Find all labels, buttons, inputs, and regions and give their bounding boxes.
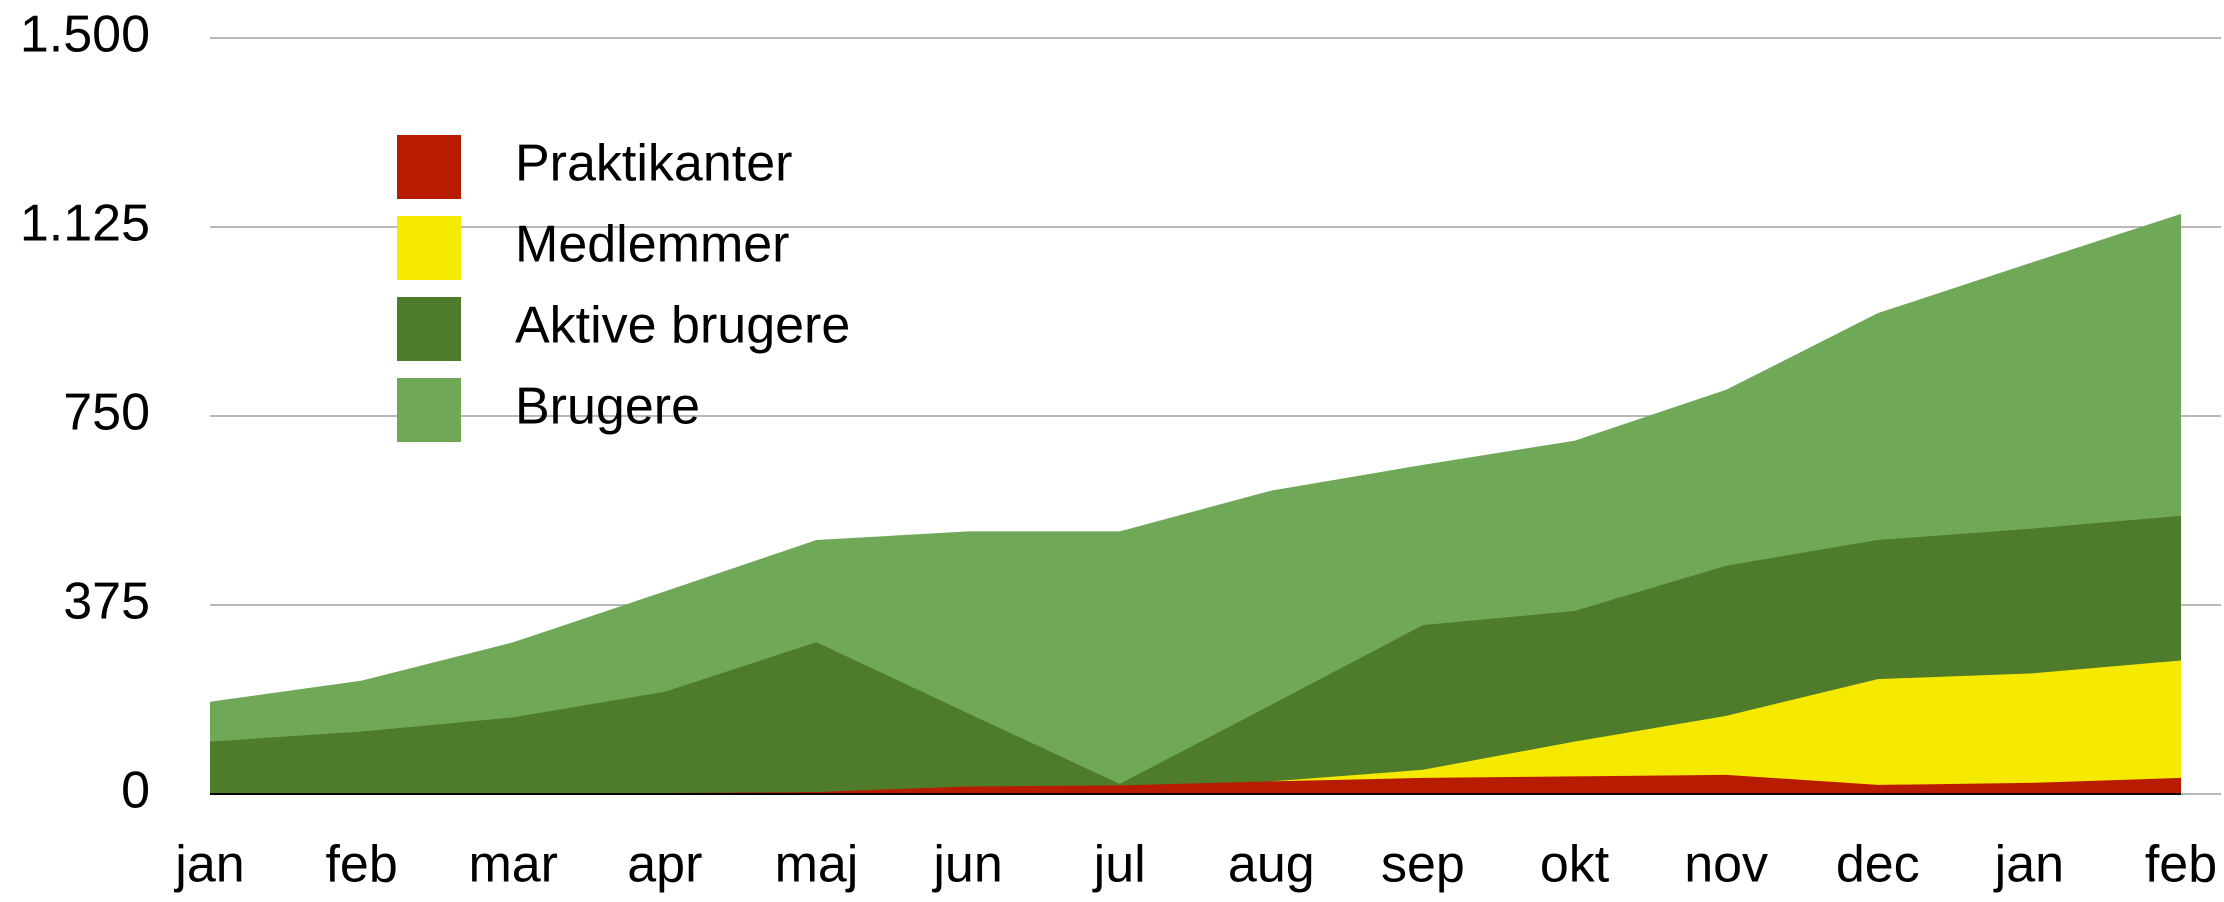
- x-tick-label: aug: [1228, 836, 1315, 894]
- x-tick-label: dec: [1836, 836, 1920, 894]
- legend-swatch: [397, 135, 461, 199]
- x-tick-label: okt: [1540, 836, 1610, 894]
- x-tick-label: nov: [1684, 836, 1768, 894]
- x-tick-label: jul: [1092, 836, 1146, 894]
- x-tick-label: jan: [1993, 836, 2064, 894]
- legend-swatch: [397, 297, 461, 361]
- legend-label: Medlemmer: [515, 216, 790, 274]
- x-tick-label: jun: [931, 836, 1002, 894]
- area: [210, 660, 2181, 794]
- legend-label: Praktikanter: [515, 135, 792, 193]
- y-tick-label: 1.125: [20, 195, 150, 253]
- area: [210, 774, 2181, 794]
- y-tick-label: 1.500: [20, 6, 150, 64]
- legend-label: Aktive brugere: [515, 297, 850, 355]
- y-tick-label: 750: [63, 384, 150, 442]
- x-tick-label: mar: [468, 836, 558, 894]
- legend-swatch: [397, 378, 461, 442]
- x-tick-label: sep: [1381, 836, 1465, 894]
- x-tick-label: feb: [325, 836, 397, 894]
- x-tick-label: maj: [775, 836, 859, 894]
- x-tick-label: apr: [627, 836, 702, 894]
- legend-swatch: [397, 216, 461, 280]
- legend-label: Brugere: [515, 378, 700, 436]
- y-tick-label: 0: [121, 762, 150, 820]
- x-tick-label: feb: [2145, 836, 2217, 894]
- x-tick-label: jan: [173, 836, 244, 894]
- y-tick-label: 375: [63, 573, 150, 631]
